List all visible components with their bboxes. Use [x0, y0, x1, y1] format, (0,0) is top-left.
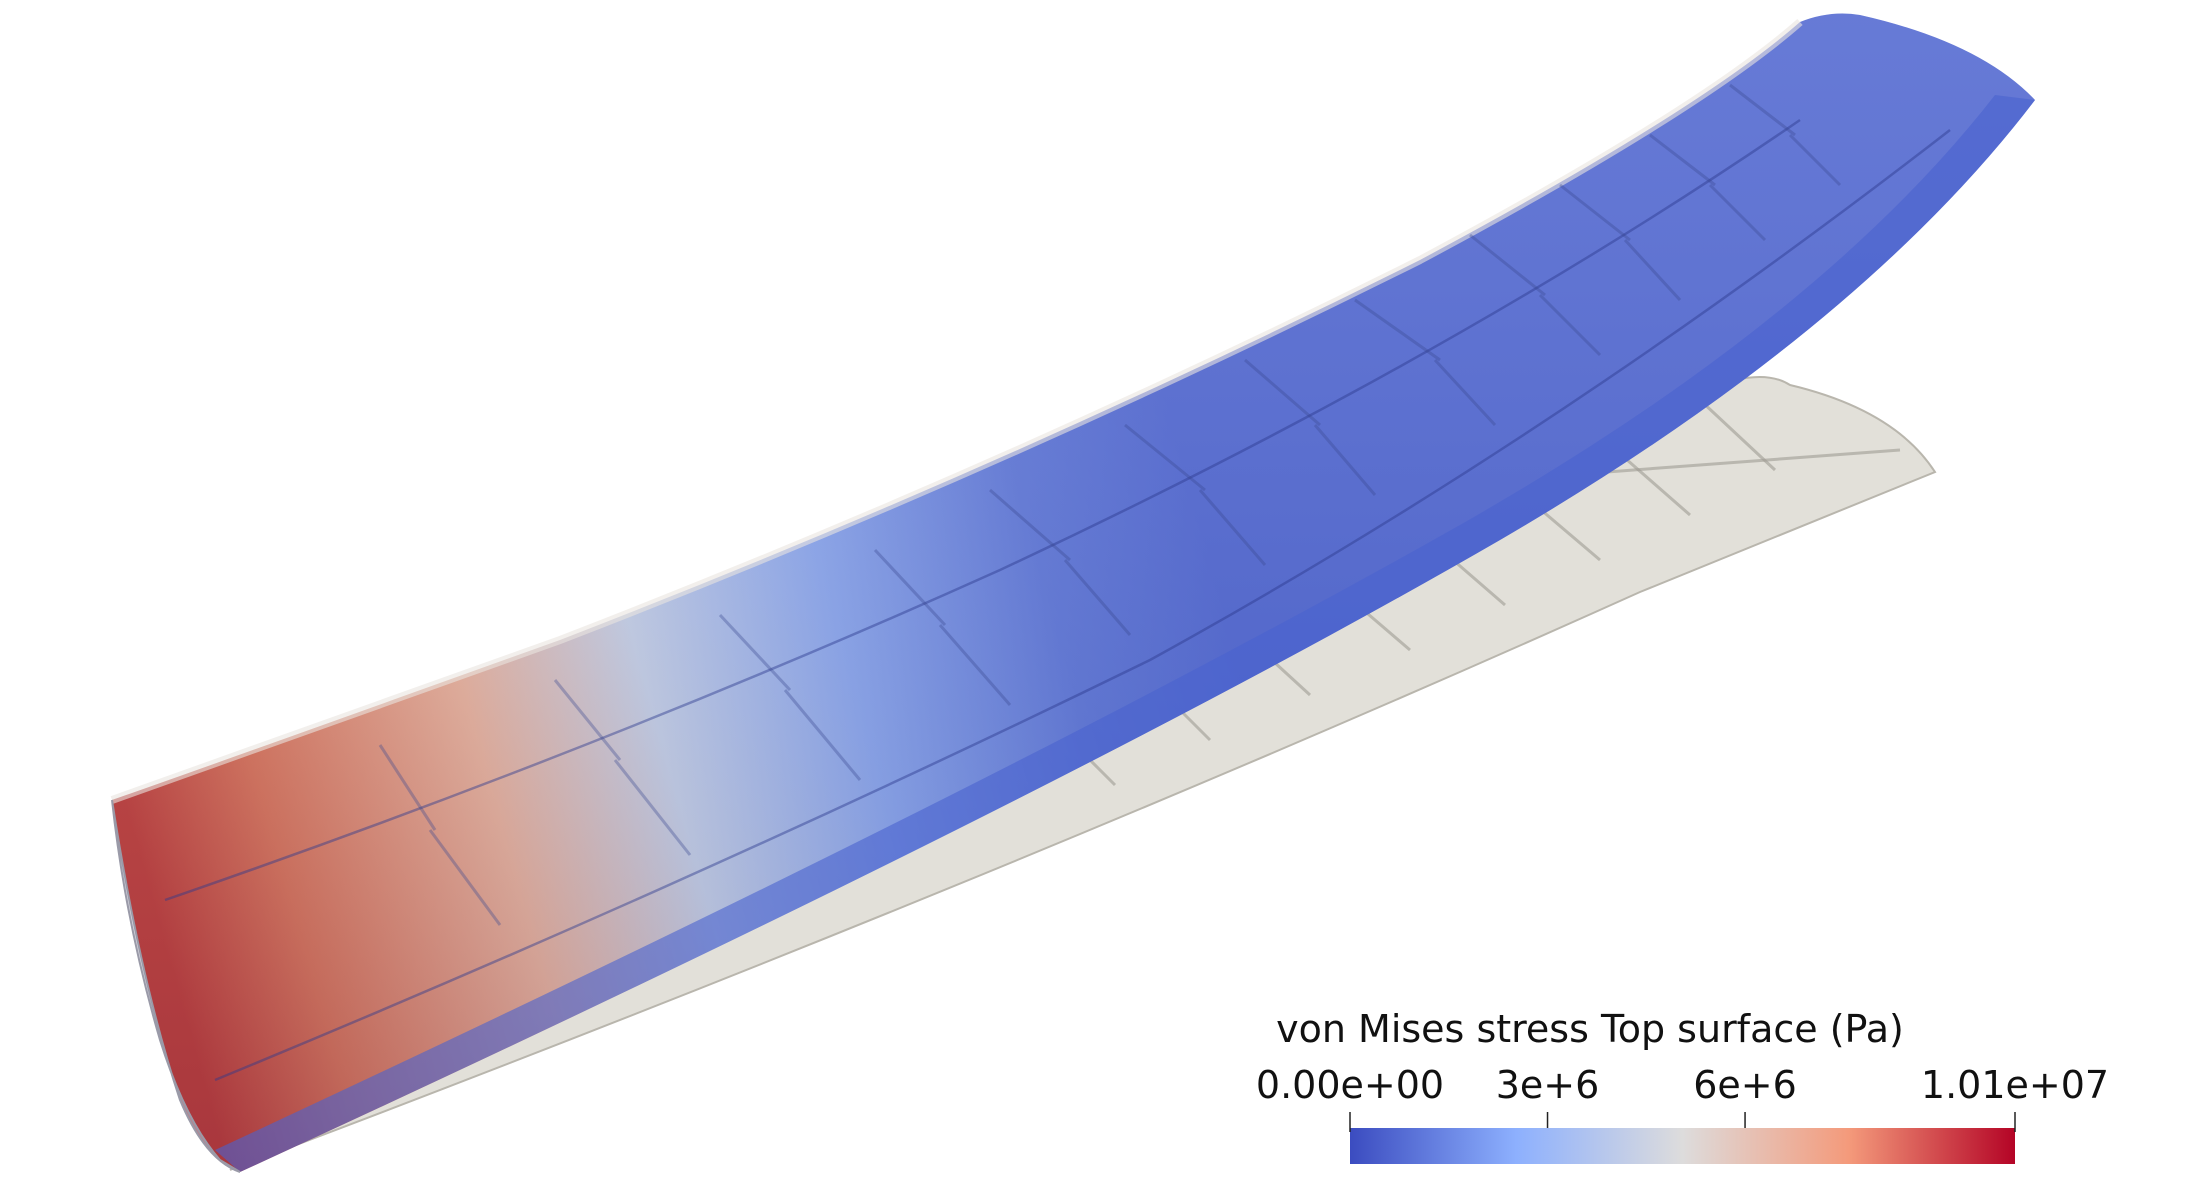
rib-lines: [378, 83, 1842, 926]
spar-lines: [164, 118, 1951, 1082]
colorbar-min-label: 0.00e+00: [1256, 1063, 1444, 1107]
deformed-wing: [110, 13, 2035, 1173]
colorbar-title: von Mises stress Top surface (Pa): [1276, 1007, 1904, 1051]
colorbar-tick-label: 6e+6: [1693, 1063, 1797, 1107]
colorbar-gradient-bar: [1350, 1128, 2015, 1164]
colorbar-ticks: 3e+6 6e+6: [1496, 1063, 1797, 1132]
leading-edge: [110, 18, 1803, 804]
colorbar-tick-label: 3e+6: [1496, 1063, 1600, 1107]
wing-root-cap: [111, 799, 241, 1173]
colorbar-max-label: 1.01e+07: [1921, 1063, 2109, 1107]
colorbar: von Mises stress Top surface (Pa) 0.00e+…: [1256, 1007, 2109, 1164]
